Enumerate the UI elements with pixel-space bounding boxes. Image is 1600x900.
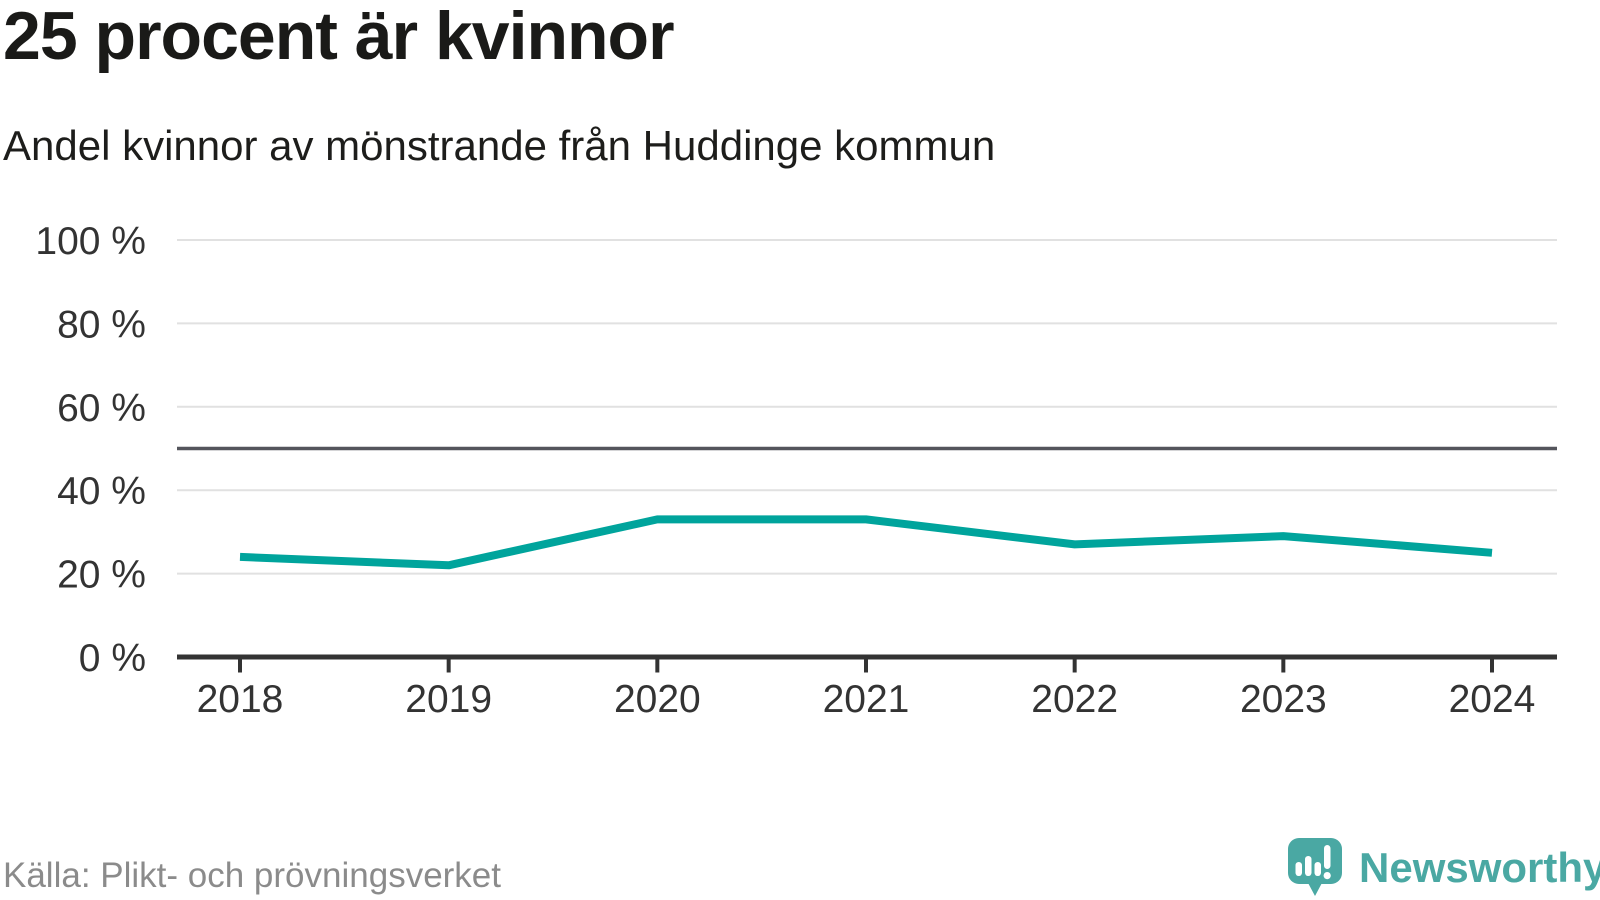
chart-subtitle: Andel kvinnor av mönstrande från Hudding… (3, 122, 996, 169)
y-tick-label: 60 % (57, 387, 146, 430)
y-tick-label: 100 % (35, 220, 146, 263)
bar-chart-bar-3 (1314, 862, 1321, 876)
newsworthy-logo: Newsworthy (1288, 838, 1600, 898)
x-tick-label: 2019 (405, 678, 492, 721)
y-tick-label: 20 % (57, 554, 146, 597)
chart-title: 25 procent är kvinnor (3, 0, 675, 74)
bar-chart-bar-2 (1305, 856, 1312, 876)
exclamation-dot (1323, 872, 1331, 880)
data-line-series-0 (239, 515, 1493, 570)
speech-bubble-tail (1307, 881, 1323, 896)
y-tick-label: 40 % (57, 470, 146, 513)
newsworthy-logo-icon (1288, 838, 1342, 896)
y-tick-label: 80 % (57, 303, 146, 346)
exclamation-bar (1324, 845, 1331, 869)
source-note: Källa: Plikt- och prövningsverket (3, 856, 501, 895)
x-tick-label: 2020 (614, 678, 701, 721)
x-tick-label: 2023 (1240, 678, 1327, 721)
x-tick-label: 2018 (197, 678, 284, 721)
x-tick-label: 2021 (823, 678, 910, 721)
x-tick-label: 2024 (1449, 678, 1536, 721)
newsworthy-logo-text: Newsworthy (1359, 844, 1600, 891)
bar-chart-bar-1 (1295, 862, 1302, 876)
y-tick-label: 0 % (79, 637, 146, 680)
speech-bubble-shape (1288, 838, 1342, 884)
x-tick-label: 2022 (1031, 678, 1118, 721)
